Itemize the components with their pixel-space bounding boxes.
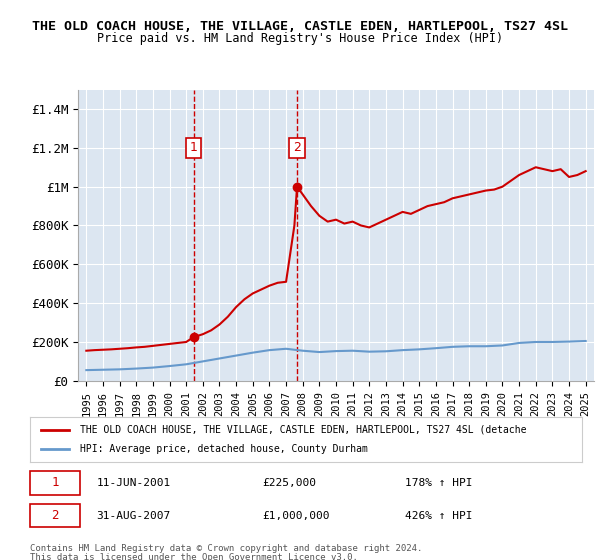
Text: HPI: Average price, detached house, County Durham: HPI: Average price, detached house, Coun…: [80, 445, 368, 455]
Text: 178% ↑ HPI: 178% ↑ HPI: [406, 478, 473, 488]
Text: 2: 2: [51, 509, 59, 522]
Text: £225,000: £225,000: [262, 478, 316, 488]
Text: 1: 1: [51, 477, 59, 489]
Text: Contains HM Land Registry data © Crown copyright and database right 2024.: Contains HM Land Registry data © Crown c…: [30, 544, 422, 553]
Text: 2: 2: [293, 141, 301, 155]
Text: 426% ↑ HPI: 426% ↑ HPI: [406, 511, 473, 521]
Text: THE OLD COACH HOUSE, THE VILLAGE, CASTLE EDEN, HARTLEPOOL, TS27 4SL: THE OLD COACH HOUSE, THE VILLAGE, CASTLE…: [32, 20, 568, 32]
Text: 11-JUN-2001: 11-JUN-2001: [96, 478, 170, 488]
FancyBboxPatch shape: [30, 472, 80, 494]
FancyBboxPatch shape: [30, 504, 80, 528]
Text: Price paid vs. HM Land Registry's House Price Index (HPI): Price paid vs. HM Land Registry's House …: [97, 32, 503, 45]
Text: £1,000,000: £1,000,000: [262, 511, 329, 521]
Text: 31-AUG-2007: 31-AUG-2007: [96, 511, 170, 521]
Text: 1: 1: [190, 141, 197, 155]
Text: THE OLD COACH HOUSE, THE VILLAGE, CASTLE EDEN, HARTLEPOOL, TS27 4SL (detache: THE OLD COACH HOUSE, THE VILLAGE, CASTLE…: [80, 424, 526, 435]
Text: This data is licensed under the Open Government Licence v3.0.: This data is licensed under the Open Gov…: [30, 553, 358, 560]
